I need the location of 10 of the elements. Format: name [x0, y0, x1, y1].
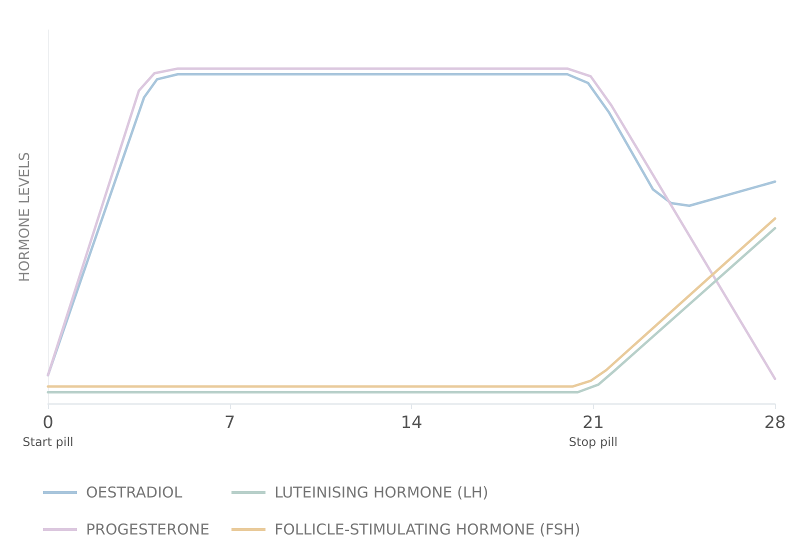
legend-label: OESTRADIOL [86, 484, 183, 502]
x-tick-label: 0 Start pill [22, 413, 74, 449]
x-tick-label: 28 [764, 413, 786, 433]
legend-label: FOLLICLE-STIMULATING HORMONE (FSH) [274, 520, 580, 538]
y-axis-title: HORMONE LEVELS [17, 152, 33, 282]
legend-label: LUTEINISING HORMONE (LH) [274, 484, 488, 502]
legend-label: PROGESTERONE [86, 520, 210, 538]
x-tick-label: 14 [400, 413, 422, 433]
x-tick-label: 21 Stop pill [568, 413, 618, 449]
x-tick-label: 7 [224, 413, 236, 433]
